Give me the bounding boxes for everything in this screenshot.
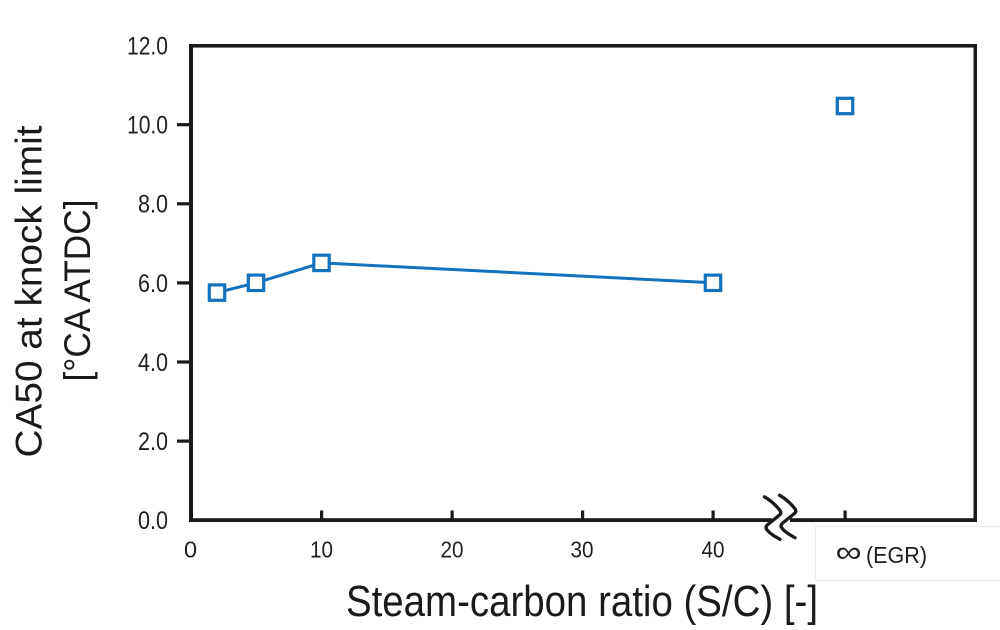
svg-text:10.0: 10.0 xyxy=(127,112,168,140)
svg-text:20: 20 xyxy=(441,537,464,563)
svg-text:Steam-carbon ratio (S/C) [-]: Steam-carbon ratio (S/C) [-] xyxy=(346,577,818,626)
svg-text:0.0: 0.0 xyxy=(138,507,168,535)
svg-text:10: 10 xyxy=(310,537,333,563)
svg-text:0: 0 xyxy=(184,537,197,563)
svg-text:4.0: 4.0 xyxy=(138,349,168,377)
svg-text:12.0: 12.0 xyxy=(127,33,168,61)
svg-text:CA50 at knock limit: CA50 at knock limit xyxy=(8,125,50,458)
svg-text:40: 40 xyxy=(702,537,725,563)
svg-text:30: 30 xyxy=(571,537,594,563)
svg-text:∞: ∞ xyxy=(836,536,862,569)
svg-text:2.0: 2.0 xyxy=(138,428,168,456)
svg-text:(EGR): (EGR) xyxy=(866,542,927,568)
svg-text:8.0: 8.0 xyxy=(138,191,168,219)
svg-text:6.0: 6.0 xyxy=(138,270,168,298)
svg-text:[°CA ATDC]: [°CA ATDC] xyxy=(56,200,98,382)
